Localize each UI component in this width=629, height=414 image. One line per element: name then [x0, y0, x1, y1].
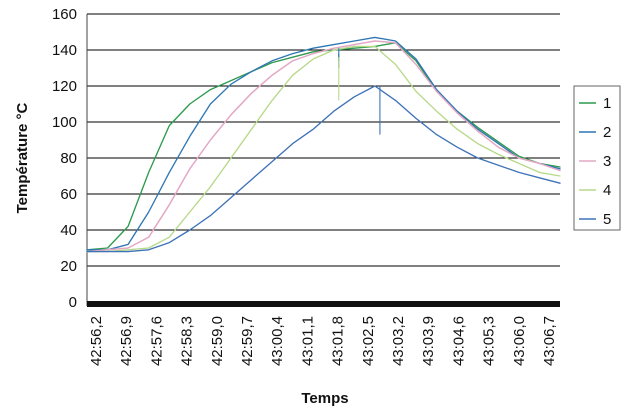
- series-2-line: [86, 36, 561, 251]
- x-tick-label: 43:06,7: [541, 316, 558, 366]
- x-tick-label: 43:04,6: [450, 316, 467, 366]
- x-tick-label: 42:56,9: [118, 316, 135, 366]
- legend-label-3: 3: [603, 153, 611, 170]
- legend-label-2: 2: [603, 124, 611, 141]
- x-tick-label: 42:56,2: [88, 316, 105, 366]
- y-tick-label: 60: [60, 186, 77, 203]
- y-axis-title: Température °C: [14, 102, 31, 213]
- y-tick-label: 80: [60, 150, 77, 167]
- x-tick-label: 43:00,4: [269, 316, 286, 366]
- x-tick-label: 43:06,0: [511, 316, 528, 366]
- x-tick-label: 43:01,8: [330, 316, 347, 366]
- x-axis-title: Temps: [301, 390, 348, 407]
- legend-label-1: 1: [603, 95, 611, 112]
- x-tick-label: 42:59,7: [239, 316, 256, 366]
- series-4-line: [86, 45, 561, 253]
- x-tick-label: 42:58,3: [179, 316, 196, 366]
- y-tick-label: 40: [60, 222, 77, 239]
- x-tick-label: 43:05,3: [481, 316, 498, 366]
- x-axis-band: [87, 301, 560, 307]
- legend-label-4: 4: [603, 182, 611, 199]
- x-tick-label: 43:01,1: [299, 316, 316, 366]
- y-tick-label: 120: [52, 78, 77, 95]
- x-tick-label: 43:02,5: [360, 316, 377, 366]
- series-5-line: [86, 85, 561, 253]
- x-tick-label: 42:57,6: [148, 316, 165, 366]
- y-tick-label: 160: [52, 6, 77, 23]
- y-tick-label: 0: [69, 294, 77, 311]
- x-tick-label: 43:03,2: [390, 316, 407, 366]
- x-tick-label: 42:59,0: [209, 316, 226, 366]
- y-tick-label: 20: [60, 258, 77, 275]
- y-tick-label: 100: [52, 114, 77, 131]
- legend-box: [573, 85, 621, 231]
- x-tick-label: 43:03,9: [420, 316, 437, 366]
- legend-label-5: 5: [603, 211, 611, 228]
- series-3-line: [86, 40, 561, 253]
- y-tick-label: 140: [52, 42, 77, 59]
